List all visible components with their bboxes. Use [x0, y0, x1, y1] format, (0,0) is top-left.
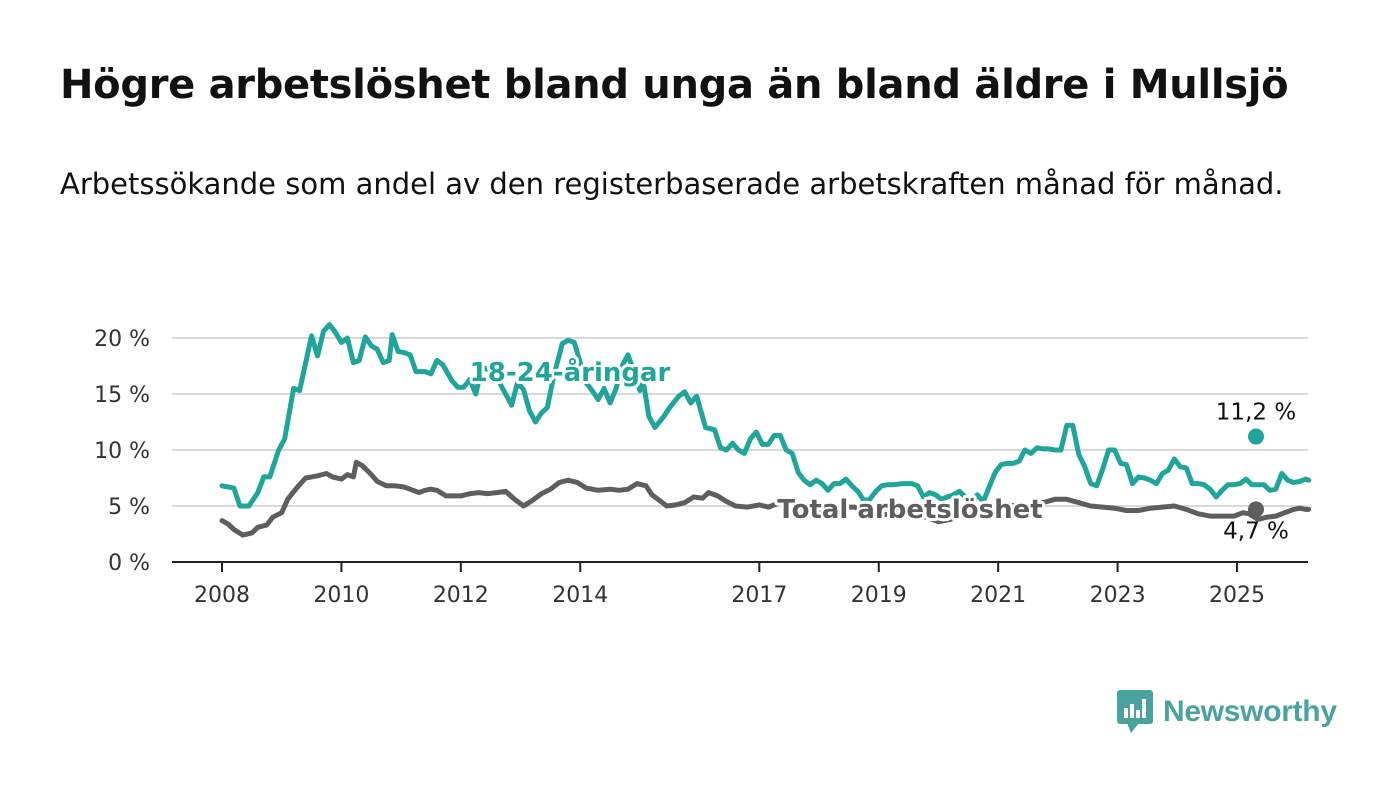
x-tick-label: 2012: [433, 583, 489, 608]
end-dot-total: [1248, 501, 1264, 518]
x-tick-label: 2010: [313, 583, 369, 608]
x-tick-label: 2017: [731, 583, 787, 608]
x-tick-label: 2019: [851, 583, 907, 608]
x-tick-label: 2023: [1090, 583, 1146, 608]
x-tick-label: 2025: [1209, 583, 1265, 608]
end-label-total: 4,7 %: [1223, 518, 1289, 544]
y-tick-label: 15 %: [94, 383, 150, 408]
series-lines: [219, 322, 1312, 538]
x-tick-label: 2008: [194, 583, 250, 608]
newsworthy-logo: Newsworthy: [1117, 690, 1337, 734]
series-label-total: Total arbetslöshet: [777, 495, 1042, 525]
series-line-youth: [219, 322, 1312, 509]
x-tick-label: 2014: [552, 583, 608, 608]
y-axis-ticks: 0 % 5 % 10 % 15 % 20 %: [94, 327, 150, 576]
end-dot-youth: [1248, 428, 1264, 445]
y-tick-label: 5 %: [108, 495, 150, 520]
x-axis-ticks: 2008 2010 2012 2014 2017 2019 2021 2023 2025: [194, 562, 1265, 608]
y-tick-label: 20 %: [94, 327, 150, 352]
y-tick-label: 0 %: [108, 551, 150, 576]
chart-title: Högre arbetslöshet bland unga än bland ä…: [60, 62, 1289, 108]
chart-subtitle: Arbetssökande som andel av den registerb…: [60, 167, 1284, 201]
brand-name: Newsworthy: [1163, 695, 1337, 728]
series-line-total: [219, 459, 1312, 538]
x-tick-label: 2021: [970, 583, 1026, 608]
y-tick-label: 10 %: [94, 439, 150, 464]
series-labels: 11,2 % 4,7 % 18-24-åringar Total arbetslösh…: [467, 353, 1297, 544]
series-label-youth: 18-24-åringar: [470, 356, 671, 388]
newsworthy-logo-icon: [1117, 690, 1153, 733]
end-label-youth: 11,2 %: [1216, 400, 1296, 426]
